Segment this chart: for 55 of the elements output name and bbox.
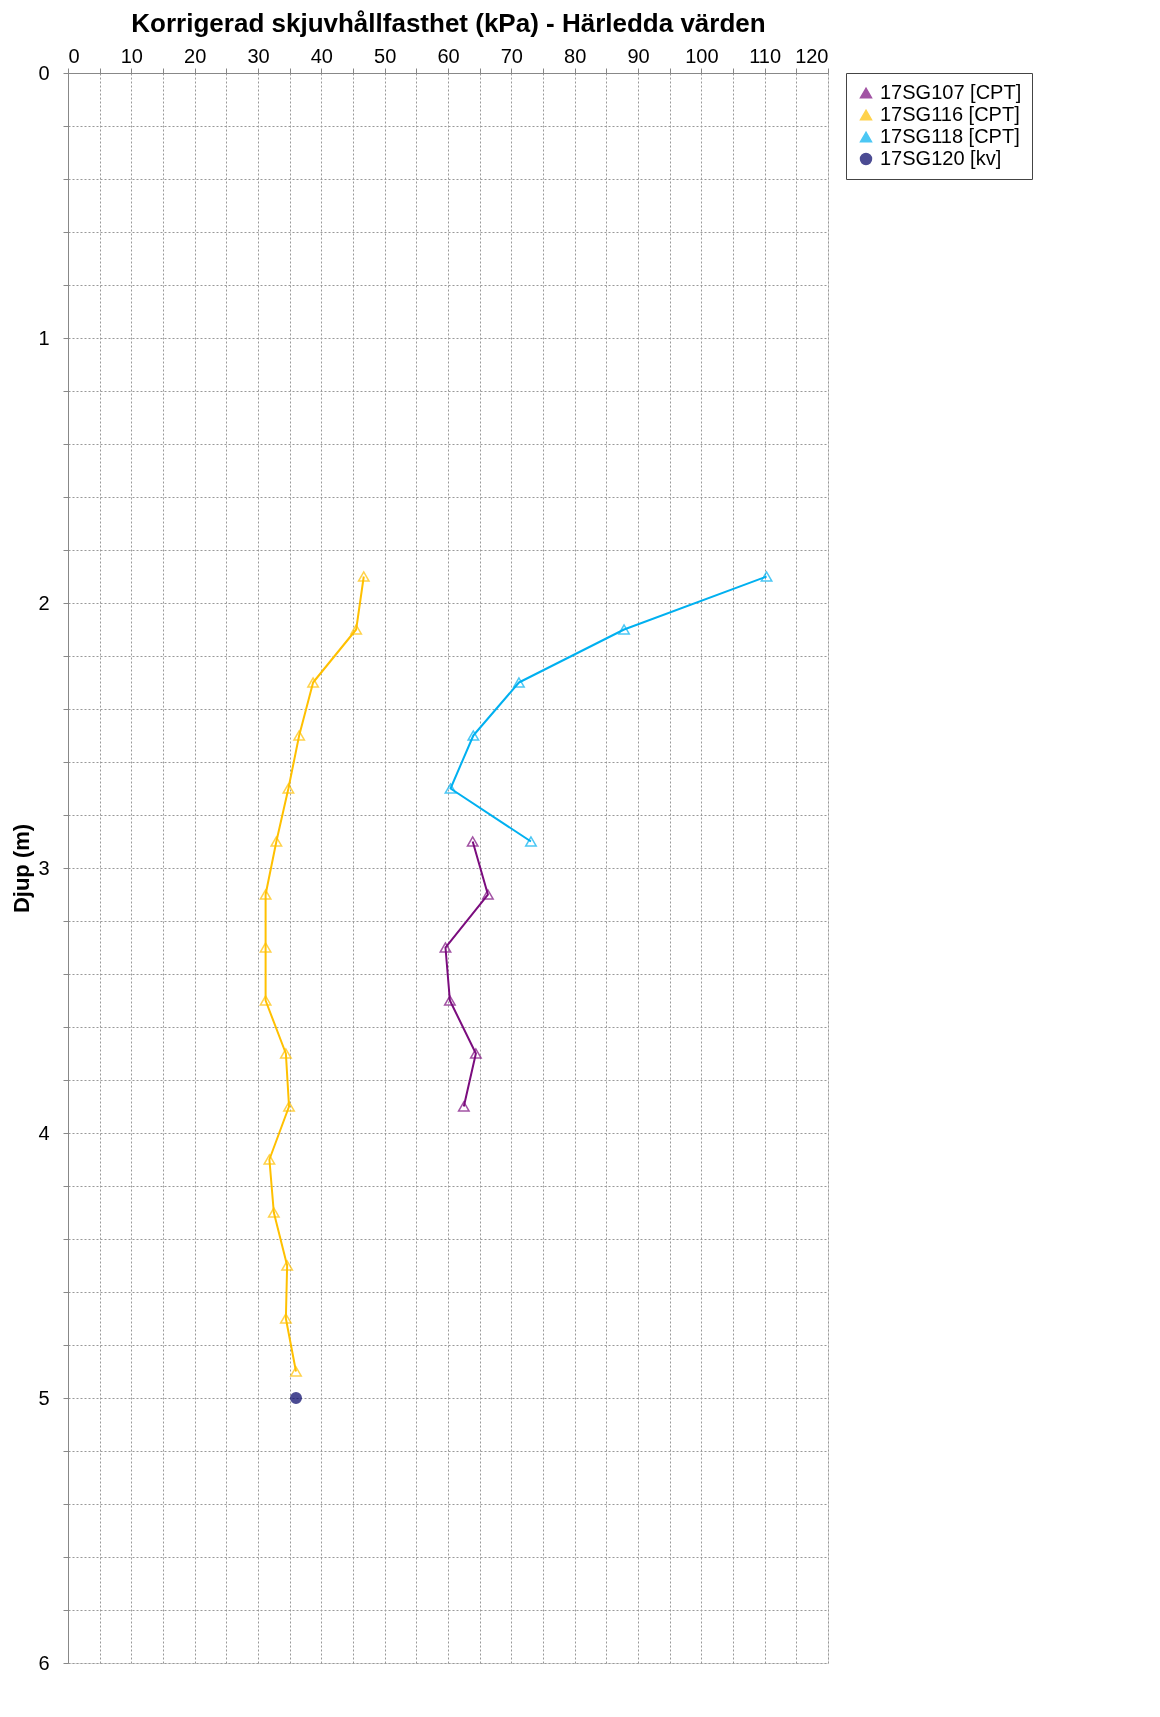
point	[357, 571, 370, 582]
x-tick-label: 10	[120, 44, 143, 67]
x-axis-title: Korrigerad skjuvhållfasthet (kPa) - Härledda värden	[131, 7, 766, 38]
legend-label: 17SG120 [kv]	[880, 147, 1002, 169]
point	[293, 730, 306, 741]
y-tick-label: 0	[38, 61, 50, 84]
x-tick-label: 50	[374, 44, 397, 67]
point	[283, 1101, 296, 1112]
point	[512, 677, 525, 688]
point	[282, 783, 295, 794]
x-tick-label: 100	[685, 44, 719, 67]
x-tick-label: 40	[310, 44, 333, 67]
point	[350, 624, 363, 635]
point	[443, 995, 456, 1006]
x-tick-label: 30	[247, 44, 270, 67]
point	[760, 571, 773, 582]
x-tick-label: 20	[184, 44, 207, 67]
x-tick-label: 60	[437, 44, 460, 67]
y-tick-label: 4	[38, 1121, 50, 1144]
y-tick-label: 1	[38, 326, 50, 349]
point	[270, 836, 283, 847]
x-tick-label: 70	[500, 44, 523, 67]
point	[263, 1154, 276, 1165]
point	[466, 836, 479, 847]
x-tick-label: 120	[795, 44, 829, 67]
point	[259, 889, 272, 900]
point	[259, 942, 272, 953]
x-tick-label: 80	[564, 44, 587, 67]
x-tick-label: 90	[627, 44, 650, 67]
point	[481, 889, 494, 900]
point	[290, 1366, 302, 1377]
point	[524, 836, 537, 847]
point	[307, 677, 320, 688]
point	[267, 1207, 280, 1218]
x-tick-label: 0	[68, 44, 80, 67]
point	[259, 995, 272, 1006]
point	[469, 1048, 482, 1059]
point	[281, 1260, 294, 1271]
point	[618, 624, 631, 635]
legend-label: 17SG118 [CPT]	[880, 125, 1020, 147]
point	[444, 783, 457, 794]
point	[279, 1313, 292, 1324]
y-tick-label: 5	[38, 1386, 50, 1409]
point	[457, 1101, 470, 1112]
x-tick-label: 110	[749, 44, 782, 67]
y-tick-label: 2	[38, 591, 50, 614]
point	[467, 730, 480, 741]
point	[290, 1392, 302, 1404]
y-axis-title: Djup (m)	[9, 823, 35, 914]
legend-label: 17SG107 [CPT]	[880, 81, 1022, 103]
legend-label: 17SG116 [CPT]	[880, 103, 1020, 125]
y-tick-label: 3	[38, 856, 50, 879]
point	[439, 942, 452, 953]
y-tick-label: 6	[38, 1651, 50, 1674]
point	[279, 1048, 292, 1059]
